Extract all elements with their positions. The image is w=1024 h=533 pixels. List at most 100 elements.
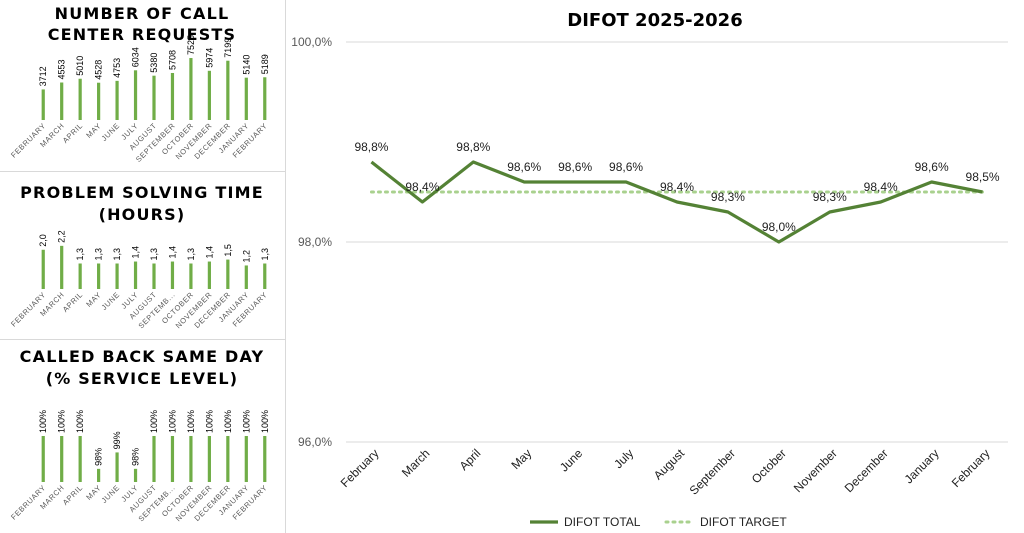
bar xyxy=(170,261,175,289)
data-label: 98,8% xyxy=(456,140,490,154)
bar-value-label: 1,3 xyxy=(112,248,122,261)
bar xyxy=(170,436,175,482)
bar-value-label: 5189 xyxy=(260,54,270,74)
bar xyxy=(97,468,101,482)
bar xyxy=(226,60,230,120)
bar xyxy=(60,82,64,120)
bar xyxy=(115,80,119,120)
call-requests-panel: NUMBER OF CALL CENTER REQUESTS 3712 FEBRU… xyxy=(0,0,284,171)
bar-value-label: 100% xyxy=(75,410,85,433)
legend-total-label: DIFOT TOTAL xyxy=(564,515,641,529)
x-tick-label: January xyxy=(902,446,942,486)
x-tick-label: April xyxy=(457,446,484,473)
bar xyxy=(152,75,156,120)
data-label: 98,3% xyxy=(813,190,847,204)
bar xyxy=(207,261,211,289)
solving-time-chart: 2,0FEBRUARY2,2MARCH1,3APRIL1,3MAY1,3JUNE… xyxy=(9,230,270,330)
bar-value-label: 100% xyxy=(57,410,67,433)
solving-time-panel: PROBLEM SOLVING TIME (HOURS) 2,0 FEBRUARY… xyxy=(0,172,284,339)
bar-value-label: 1,4 xyxy=(204,246,214,259)
bar-value-label: 100% xyxy=(167,410,177,433)
bar-value-label: 6034 xyxy=(131,47,141,67)
bar-value-label: 100% xyxy=(186,410,196,433)
bar xyxy=(133,468,138,482)
bar-value-label: 1,4 xyxy=(167,246,177,259)
bar xyxy=(170,72,175,120)
bar xyxy=(41,89,45,120)
y-tick-label: 96,0% xyxy=(298,435,332,449)
bar-value-label: 5708 xyxy=(167,50,177,70)
data-label: 98,6% xyxy=(609,160,643,174)
bar xyxy=(78,263,82,289)
bar-value-label: 100% xyxy=(149,410,159,433)
difot-title: DIFOT 2025-2026 xyxy=(567,10,743,31)
difot-line-chart: 96,0% 98,0% 100,0% 98,8% 98,4% 98,8% 98,6% 98,6… xyxy=(291,35,1008,529)
category-tick-label: APRIL xyxy=(61,121,85,145)
data-label: 98,3% xyxy=(711,190,745,204)
category-tick-label: JUNE xyxy=(100,121,122,143)
bar xyxy=(263,263,267,289)
vertical-divider xyxy=(285,0,286,533)
called-back-panel: CALLED BACK SAME DAY (% SERVICE LEVEL) 1… xyxy=(0,340,284,533)
bar-value-label: 1,3 xyxy=(94,248,104,261)
bar xyxy=(244,265,248,289)
bar xyxy=(97,263,101,289)
bar-value-label: 100% xyxy=(204,410,214,433)
bar-value-label: 4553 xyxy=(57,59,67,79)
bar-value-label: 1,3 xyxy=(186,248,196,261)
x-tick-label: November xyxy=(791,446,840,495)
bar-value-label: 1,4 xyxy=(131,246,141,259)
x-tick-label: March xyxy=(399,446,432,479)
x-tick-label: December xyxy=(842,446,891,495)
y-tick-label: 98,0% xyxy=(298,235,332,249)
bar xyxy=(78,78,82,120)
bar-value-label: 4528 xyxy=(94,60,104,80)
bar xyxy=(207,70,211,120)
bar xyxy=(207,436,211,482)
bar-value-label: 1,3 xyxy=(260,248,270,261)
bar xyxy=(78,436,82,482)
bar-value-label: 2,0 xyxy=(38,234,48,247)
bar-value-label: 100% xyxy=(260,410,270,433)
data-label: 98,0% xyxy=(762,220,796,234)
data-label: 98,8% xyxy=(354,140,388,154)
solving-time-title-line1: PROBLEM SOLVING TIME xyxy=(20,183,264,202)
legend-target-label: DIFOT TARGET xyxy=(700,515,787,529)
call-requests-chart: 3712FEBRUARY4553MARCH5010APRIL4528MAY475… xyxy=(9,35,270,164)
bar-value-label: 98% xyxy=(131,448,141,466)
data-label: 98,6% xyxy=(558,160,592,174)
bar-value-label: 100% xyxy=(38,410,48,433)
bar-value-label: 3712 xyxy=(38,66,48,86)
bar xyxy=(244,436,248,482)
category-tick-label: APRIL xyxy=(61,290,85,314)
bar-value-label: 100% xyxy=(241,410,251,433)
bar xyxy=(226,259,230,289)
data-label: 98,4% xyxy=(405,180,439,194)
category-tick-label: APRIL xyxy=(61,483,85,507)
bar-value-label: 98% xyxy=(94,448,104,466)
called-back-title-line1: CALLED BACK SAME DAY xyxy=(19,347,265,366)
x-tick-label: August xyxy=(651,446,688,483)
panel-divider-2 xyxy=(0,339,285,340)
bar xyxy=(41,436,45,482)
bar xyxy=(60,436,64,482)
bar-value-label: 2,2 xyxy=(57,230,67,243)
bar xyxy=(152,263,156,289)
bar xyxy=(263,436,267,482)
x-tick-label: October xyxy=(749,446,789,486)
bar-value-label: 7525 xyxy=(186,35,196,55)
bar-value-label: 1,3 xyxy=(75,248,85,261)
data-label: 98,5% xyxy=(966,170,1000,184)
bar-value-label: 1,2 xyxy=(241,250,251,263)
bar xyxy=(133,261,138,289)
bar-value-label: 1,5 xyxy=(223,244,233,257)
solving-time-title-line2: (HOURS) xyxy=(98,205,186,224)
bar xyxy=(244,77,248,120)
bar-value-label: 5010 xyxy=(75,56,85,76)
y-tick-label: 100,0% xyxy=(291,35,332,49)
bar-value-label: 5380 xyxy=(149,53,159,73)
data-label: 98,4% xyxy=(660,180,694,194)
data-label: 98,4% xyxy=(864,180,898,194)
call-requests-title-line2: CENTER REQUESTS xyxy=(47,25,237,44)
bar xyxy=(189,263,193,289)
